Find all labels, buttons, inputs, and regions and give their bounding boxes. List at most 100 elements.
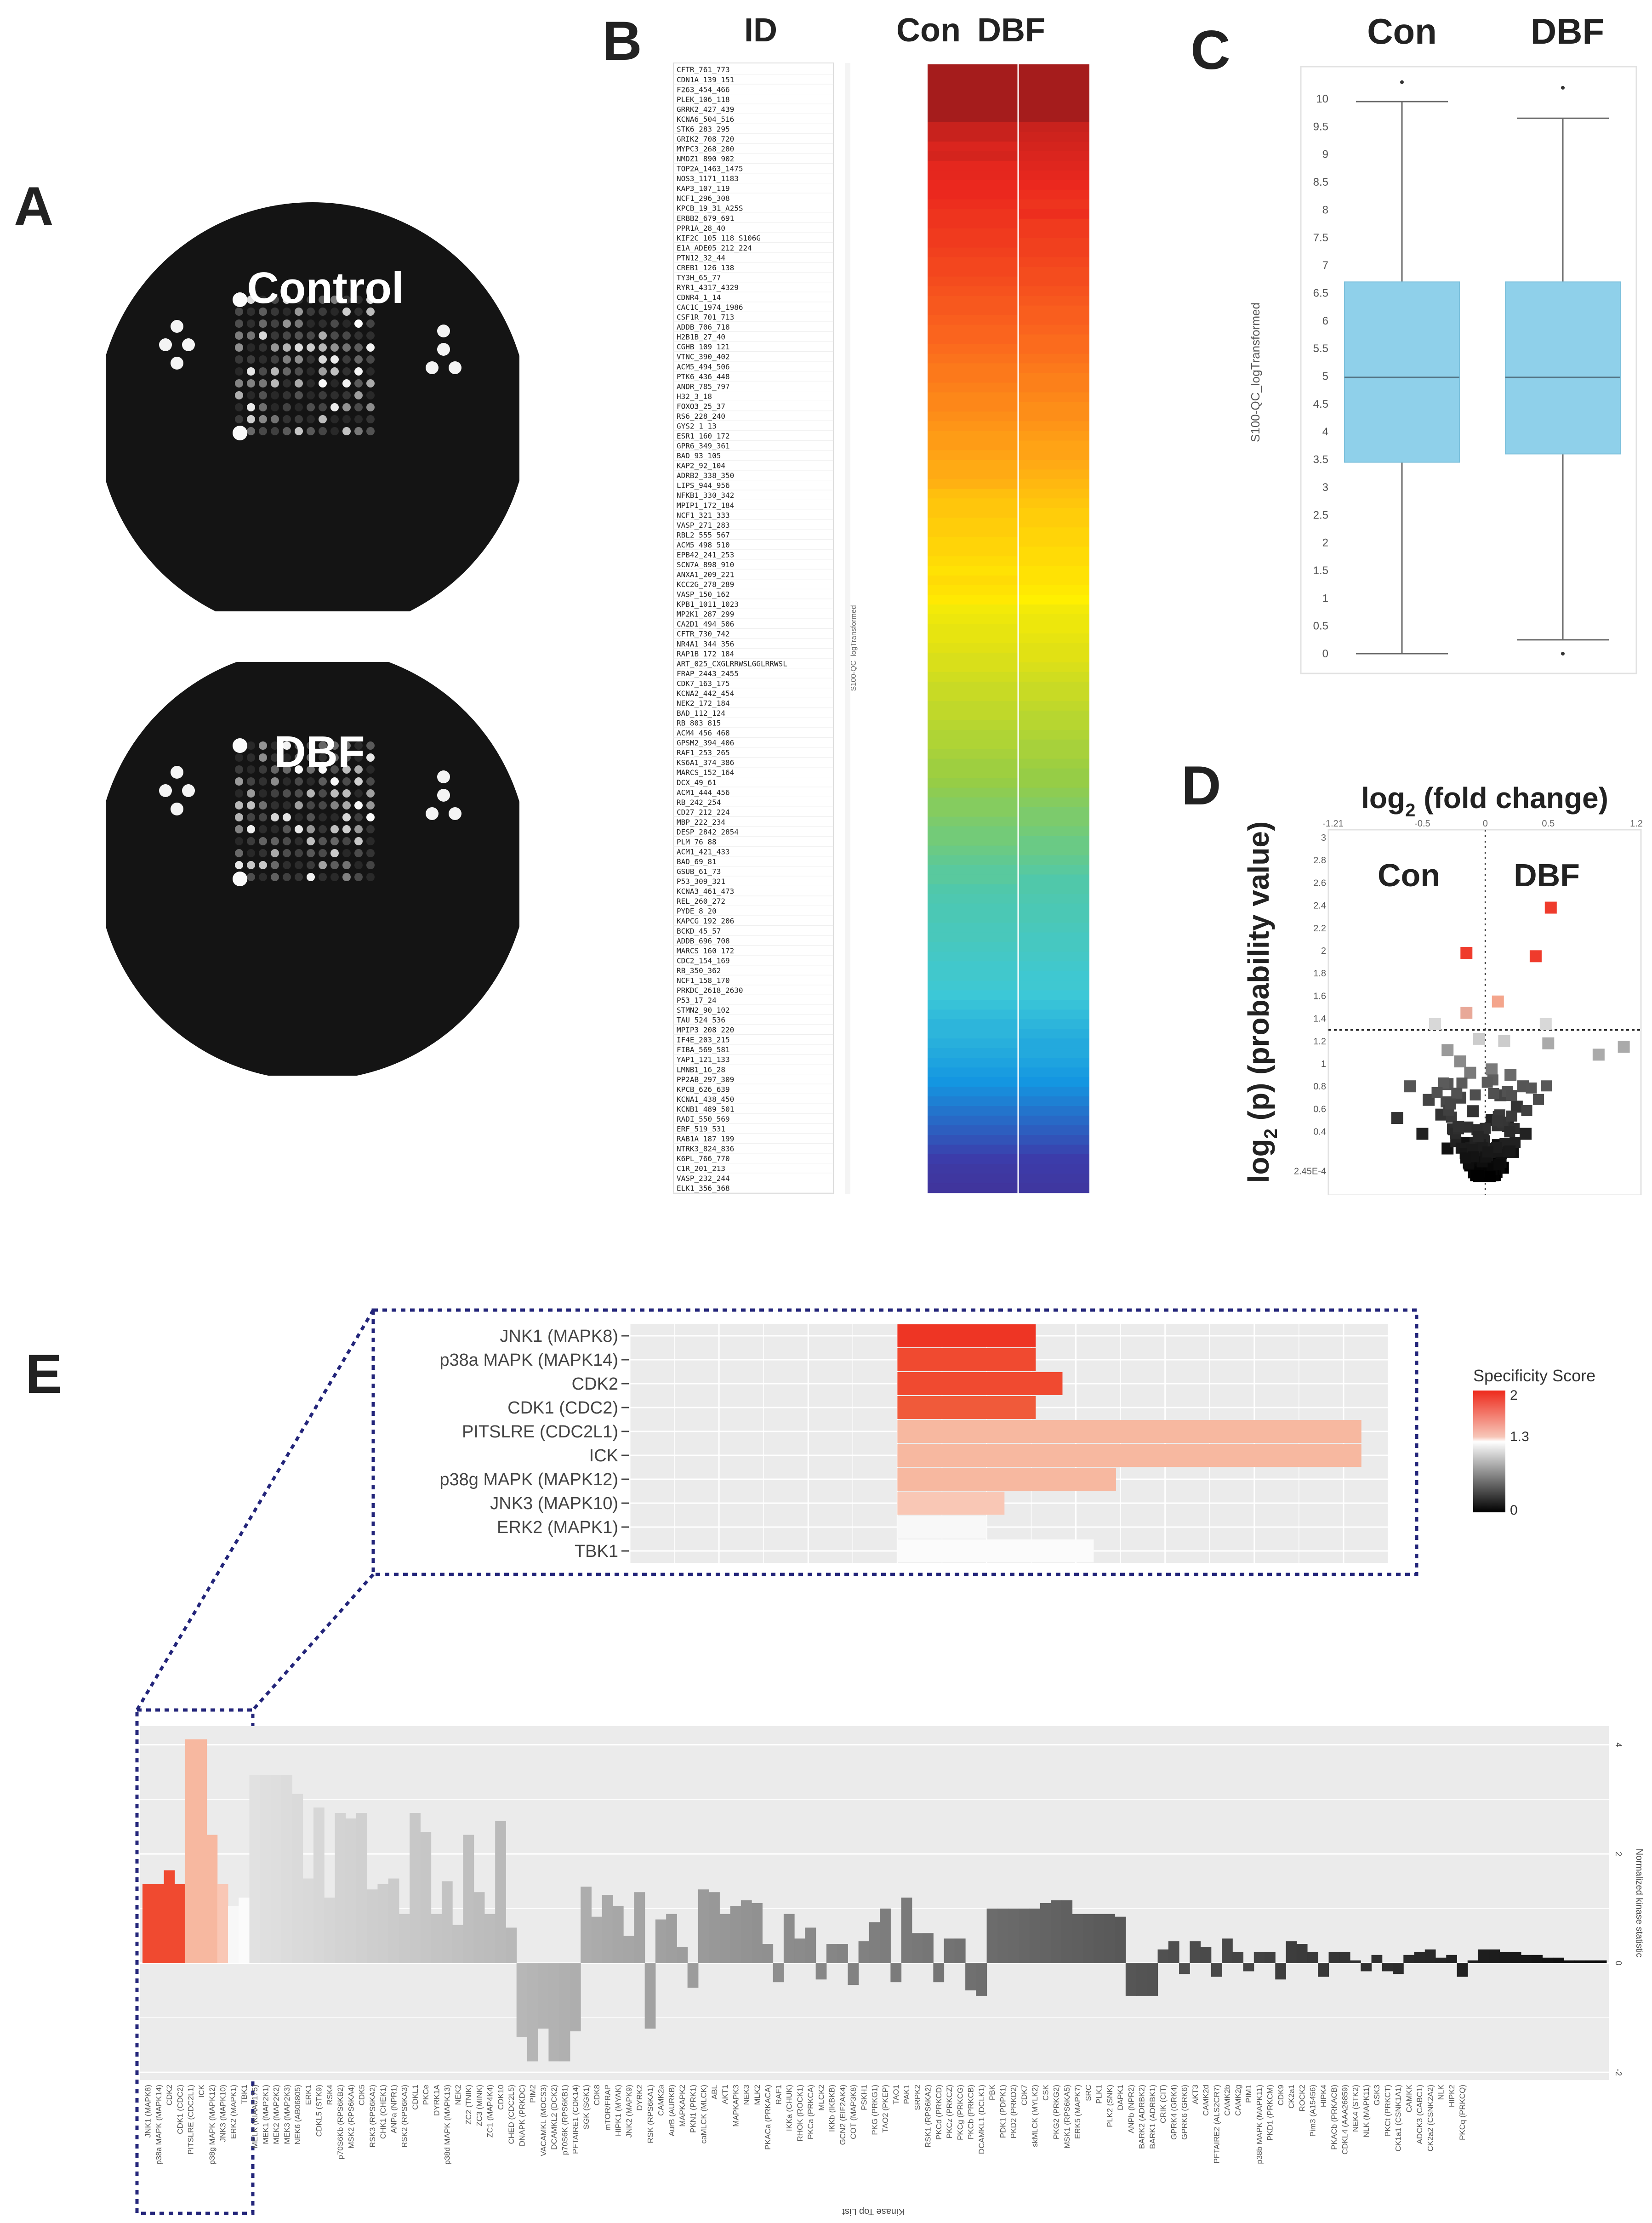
heatmap-cell-dbf (1019, 894, 1089, 904)
heatmap-cell-con (928, 768, 1018, 779)
dish-spot (366, 319, 375, 328)
boxplot-y-tick: 2 (1322, 537, 1328, 549)
panel-a-dishes: Control DBF (106, 202, 519, 1076)
dish-spot (295, 355, 303, 364)
dish-spot (330, 777, 339, 786)
heatmap-cell-dbf (1019, 305, 1089, 316)
bottom-chart-bar (377, 1884, 389, 1963)
volcano-point (1460, 1152, 1471, 1164)
heatmap-id-label: VTNC_390_402 (677, 353, 730, 361)
heatmap-cell-dbf (1019, 440, 1089, 450)
bottom-chart-bar (1574, 1960, 1586, 1963)
heatmap-cell-con (928, 1174, 1018, 1184)
bottom-chart-x-label: ZC1 (MAP4K4) (486, 2085, 495, 2138)
dish-spot (247, 379, 255, 388)
dish-spot (283, 813, 291, 821)
bottom-chart-x-label: NLK (1437, 2084, 1446, 2100)
dish-spot (437, 789, 450, 802)
heatmap-cell-dbf (1019, 730, 1089, 740)
zoom-connector-left (135, 1309, 375, 1711)
bottom-chart-bar (1222, 1938, 1233, 1963)
heatmap-id-label: PP2AB_297_309 (677, 1075, 734, 1084)
bottom-chart-bar (1136, 1963, 1147, 1996)
dish-spot (307, 319, 315, 328)
heatmap-scale-label: S100-QC_logTransformed (850, 605, 858, 691)
dish-spot (342, 873, 351, 881)
heatmap-cell-dbf (1019, 585, 1089, 595)
bottom-chart-bar (730, 1905, 741, 1963)
heatmap-id-label: KCNA1_438_450 (677, 1095, 734, 1104)
dish-spot (366, 391, 375, 399)
dish-spot (319, 308, 327, 316)
bottom-chart-x-label: CHED (CDC2L5) (507, 2085, 516, 2144)
dish-spot (247, 427, 255, 435)
heatmap-cell-dbf (1019, 334, 1089, 345)
dish-spot (271, 296, 279, 304)
bottom-chart-bar (399, 1914, 410, 1963)
bottom-chart-bar (324, 1898, 335, 1963)
bottom-chart-x-label: ZC3 (MINK) (475, 2085, 484, 2126)
heatmap-cell-dbf (1019, 93, 1089, 103)
dish-spot (319, 427, 327, 435)
heatmap-cell-dbf (1019, 701, 1089, 711)
volcano-point (1498, 1035, 1510, 1047)
heatmap-cell-dbf (1019, 421, 1089, 431)
heatmap-cell-dbf (1019, 199, 1089, 210)
bottom-chart-x-label: PFTAIRE1 (CDK14) (571, 2085, 580, 2154)
heatmap-cell-dbf (1019, 537, 1089, 547)
dish-spot (283, 861, 291, 869)
dish-spot (283, 837, 291, 845)
dish-spot (366, 415, 375, 423)
bottom-chart-x-label: GPRK6 (GRK6) (1180, 2085, 1189, 2140)
dish-spot (235, 861, 243, 869)
heatmap-id-label: RAB1A_187_199 (677, 1134, 734, 1143)
heatmap-cell-con (928, 923, 1018, 933)
bottom-chart-bar (313, 1807, 325, 1963)
bottom-chart-bar (1094, 1914, 1105, 1963)
dish-control-spots (159, 292, 461, 440)
heatmap-id-label: TAU_524_536 (677, 1016, 725, 1025)
dish-spot (319, 367, 327, 376)
dish-spot (235, 837, 243, 845)
bottom-chart-x-label: MAPKAPK2 (678, 2085, 687, 2127)
zoom-box (371, 1308, 1418, 1576)
heatmap-cell-con (928, 141, 1018, 152)
heatmap-id-label: KPCB_626_639 (677, 1085, 730, 1094)
heatmap-scale-strip (845, 63, 850, 1194)
boxplot-y-tick: 9.5 (1313, 120, 1328, 133)
bottom-chart-bar (1307, 1952, 1318, 1963)
dish-spot (366, 308, 375, 316)
bottom-chart-bar (1211, 1963, 1222, 1977)
heatmap-cell-dbf (1019, 884, 1089, 895)
dish-spot (283, 331, 291, 340)
heatmap-cell-con (928, 624, 1018, 634)
dish-spot (342, 837, 351, 845)
heatmap-id-label: FRAP_2443_2455 (677, 669, 739, 678)
dish-spot (283, 319, 291, 328)
bottom-chart-bar (1393, 1963, 1404, 1974)
bottom-chart-bar (1467, 1960, 1479, 1963)
dish-spot (259, 777, 267, 786)
heatmap-cell-dbf (1019, 556, 1089, 566)
dish-spot (235, 367, 243, 376)
heatmap-cell-con (928, 112, 1018, 123)
dish-spot (295, 873, 303, 881)
bottom-chart-x-label: RAF1 (774, 2085, 783, 2104)
bottom-chart-bar (1371, 1955, 1383, 1963)
heatmap-cell-con (928, 807, 1018, 817)
dish-spot (271, 777, 279, 786)
heatmap-cell-con (928, 527, 1018, 537)
heatmap-cell-con (928, 344, 1018, 354)
bottom-chart-bar (206, 1835, 218, 1963)
dish-spot (159, 338, 172, 351)
heatmap-cell-dbf (1019, 1029, 1089, 1039)
heatmap-id-label: GPR6_349_361 (677, 442, 730, 450)
bottom-chart-x-label: COT (MAP3K8) (849, 2085, 858, 2139)
dish-spot (330, 837, 339, 845)
bottom-chart-bar (1040, 1903, 1051, 1963)
bottom-chart-bar (1179, 1963, 1190, 1974)
heatmap-cell-con (928, 64, 1018, 74)
dish-spot (330, 825, 339, 833)
heatmap-cell-dbf (1019, 479, 1089, 489)
boxplot-y-tick: 8 (1322, 204, 1328, 216)
